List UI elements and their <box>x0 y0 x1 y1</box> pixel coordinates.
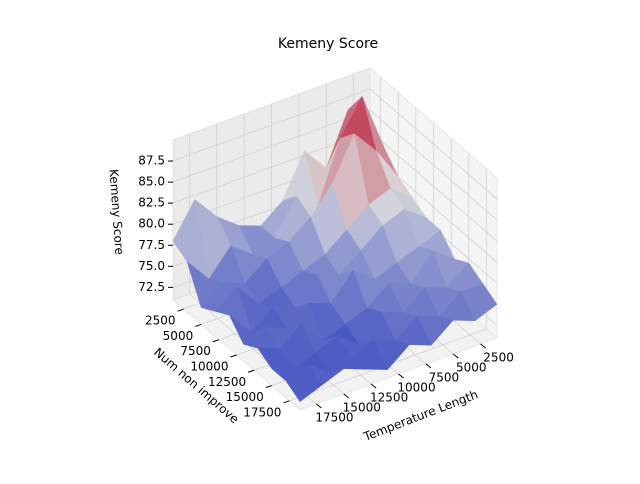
x-tick <box>343 393 350 399</box>
y-tick <box>265 385 272 389</box>
y-tick <box>177 308 184 312</box>
grid-line <box>369 130 498 242</box>
y-tick-label: 10000 <box>190 360 228 374</box>
x-tick <box>370 383 377 389</box>
x-tick <box>316 403 322 409</box>
z-tick-label: 72.5 <box>138 280 165 294</box>
x-tick-label: 17500 <box>315 411 353 425</box>
chart-title: Kemeny Score <box>278 36 378 52</box>
y-tick-label: 12500 <box>208 375 246 389</box>
grid-line <box>172 109 371 183</box>
z-tick-label: 85.0 <box>138 175 165 189</box>
z-tick-label: 87.5 <box>138 154 165 168</box>
x-tick <box>480 343 486 349</box>
x-tick <box>452 353 459 359</box>
x-tick <box>425 363 432 369</box>
y-tick <box>283 400 290 404</box>
x-tick-label: 5000 <box>456 361 487 375</box>
y-tick <box>230 354 237 358</box>
surface-face <box>285 364 323 402</box>
z-tick-label: 77.5 <box>138 238 165 252</box>
y-tick <box>212 339 220 343</box>
y-tick <box>195 323 202 327</box>
x-tick-label: 15000 <box>343 401 381 415</box>
y-tick-label: 17500 <box>243 405 281 419</box>
z-axis-label: Kemeny Score <box>107 169 127 256</box>
x-tick-label: 7500 <box>429 371 460 385</box>
x-tick-label: 10000 <box>397 381 435 395</box>
z-tick-label: 80.0 <box>138 217 165 231</box>
x-tick-label: 12500 <box>370 391 408 405</box>
y-tick-label: 2500 <box>145 314 176 328</box>
grid-line <box>369 109 498 221</box>
x-tick <box>398 373 404 379</box>
z-tick-label: 82.5 <box>138 196 165 210</box>
y-tick-label: 15000 <box>226 390 264 404</box>
grid-line <box>172 88 371 162</box>
x-tick-label: 2500 <box>483 351 514 365</box>
y-tick-label: 5000 <box>163 329 194 343</box>
grid-line <box>369 88 498 200</box>
y-tick <box>247 369 255 373</box>
z-tick-label: 75.0 <box>138 259 165 273</box>
y-tick-label: 7500 <box>180 344 211 358</box>
